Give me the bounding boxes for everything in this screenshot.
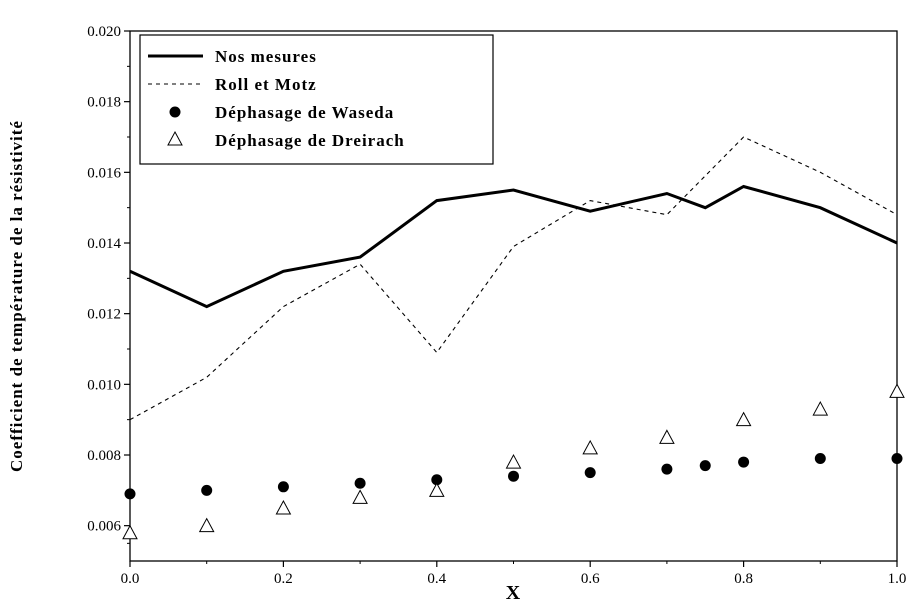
data-point-dreirach: [659, 429, 675, 444]
legend: Nos mesures Roll et Motz Déphasage de Wa…: [139, 34, 494, 165]
legend-marker-waseda: [169, 106, 181, 118]
legend-label-dreirach: Déphasage de Dreirach: [215, 131, 405, 150]
y-tick-label: 0.018: [87, 95, 121, 111]
legend-label-waseda: Déphasage de Waseda: [215, 103, 394, 122]
series-line-0: [129, 184, 898, 309]
y-tick-label: 0.020: [87, 24, 121, 40]
x-tick-label: 0.2: [274, 571, 293, 587]
legend-marker-dreirach: [167, 130, 183, 146]
x-tick-label: 0.8: [734, 571, 753, 587]
y-tick-label: 0.006: [87, 519, 121, 535]
data-point-dreirach: [505, 454, 522, 469]
data-point-dreirach: [275, 499, 292, 515]
data-point-dreirach: [735, 411, 752, 427]
data-point-waseda: [431, 474, 443, 486]
data-point-waseda: [277, 481, 289, 493]
data-point-waseda: [699, 460, 711, 472]
data-point-dreirach: [889, 383, 905, 398]
data-point-waseda: [891, 453, 903, 465]
data-point-dreirach: [122, 524, 138, 540]
x-tick-label: 0.4: [427, 571, 446, 587]
y-tick-label: 0.010: [87, 377, 121, 393]
series-line-1: [129, 136, 898, 421]
x-axis-ticks: 0.0 0.2 0.4 0.6 0.8 1.0: [121, 561, 907, 587]
data-point-dreirach: [428, 482, 445, 497]
data-point-dreirach: [198, 517, 215, 533]
data-point-waseda: [738, 456, 750, 468]
x-axis-title: X: [506, 582, 521, 602]
y-tick-label: 0.012: [87, 307, 121, 323]
data-point-dreirach: [352, 489, 368, 504]
y-tick-label: 0.016: [87, 165, 121, 181]
legend-label-nos-mesures: Nos mesures: [215, 47, 317, 66]
x-tick-label: 0.6: [581, 571, 600, 587]
data-point-waseda: [124, 488, 136, 500]
data-point-waseda: [661, 463, 673, 475]
data-point-waseda: [814, 453, 826, 465]
data-point-dreirach: [812, 401, 829, 416]
y-axis-ticks: 0.006 0.008 0.010 0.012 0.014 0.016 0.018 0.020: [87, 24, 130, 544]
x-tick-label: 1.0: [888, 571, 907, 587]
y-axis-title: Coefficient de température de la résisti…: [7, 120, 26, 472]
legend-label-roll-et-motz: Roll et Motz: [215, 75, 317, 94]
data-point-waseda: [354, 477, 366, 489]
y-tick-label: 0.014: [87, 236, 121, 252]
y-tick-label: 0.008: [87, 448, 121, 464]
data-point-dreirach: [582, 439, 599, 455]
series-layer: [122, 136, 905, 540]
data-point-waseda: [584, 467, 596, 479]
x-tick-label: 0.0: [121, 571, 140, 587]
data-point-waseda: [508, 470, 519, 482]
data-point-waseda: [201, 484, 213, 496]
